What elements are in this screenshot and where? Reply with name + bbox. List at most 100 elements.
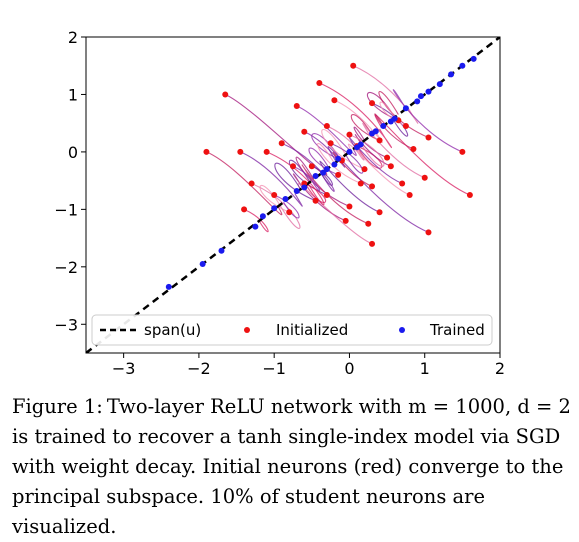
- initialized-point: [421, 174, 428, 181]
- trajectory-curve: [297, 183, 373, 245]
- trajectory-curve: [354, 134, 392, 167]
- trained-point: [346, 148, 353, 155]
- trajectory-curve: [266, 151, 325, 206]
- y-axis: −3 −2 −1 0 1 2: [54, 28, 86, 334]
- initialized-point: [316, 79, 323, 86]
- span-u-line: [86, 37, 500, 353]
- trajectory-curve: [243, 208, 269, 233]
- trajectory-curve: [292, 173, 346, 222]
- trajectory-curve: [317, 142, 361, 185]
- initialized-point: [350, 62, 357, 69]
- trajectory-curve: [281, 142, 335, 192]
- trajectory-curve: [347, 143, 410, 196]
- caption-text: Two-layer ReLU network with m = 1000, d …: [12, 395, 571, 538]
- trained-point: [448, 71, 455, 78]
- trained-point: [380, 123, 387, 130]
- x-tick-label: 2: [495, 359, 505, 378]
- initialized-point: [459, 148, 466, 155]
- initialized-point: [271, 192, 278, 198]
- initialized-point: [376, 209, 383, 216]
- trajectory-curve: [327, 146, 429, 233]
- initialized-point: [342, 217, 349, 224]
- legend-trained-swatch: [399, 327, 405, 333]
- trajectory-curve: [353, 65, 419, 124]
- initialized-point: [425, 229, 432, 236]
- y-tick-label: 2: [68, 28, 78, 47]
- legend: span(u) Initialized Trained: [91, 314, 493, 346]
- trajectory-curve: [374, 113, 414, 150]
- initialized-point: [346, 203, 353, 210]
- initialized-point: [323, 123, 330, 130]
- trained-point: [312, 173, 319, 180]
- trained-point: [165, 283, 172, 290]
- initialized-point: [369, 100, 376, 107]
- initialized-point: [290, 163, 296, 170]
- initialized-point: [278, 140, 285, 147]
- trained-point: [372, 128, 379, 135]
- trained-point: [335, 155, 342, 162]
- initialized-point: [331, 97, 338, 104]
- initialized-point: [323, 192, 330, 198]
- initialized-point: [335, 171, 342, 178]
- trajectory-curve: [319, 82, 393, 149]
- trained-point: [402, 105, 409, 112]
- trained-point: [320, 169, 327, 176]
- span-line-series: [86, 37, 500, 353]
- trajectory-curve: [371, 102, 409, 137]
- initialized-point: [369, 240, 376, 247]
- initialized-point: [406, 192, 413, 198]
- trained-point: [259, 213, 266, 220]
- trajectory-curve: [321, 129, 365, 170]
- initialized-point: [286, 209, 293, 216]
- y-tick-label: 0: [68, 143, 78, 162]
- caption-label: Figure 1:: [12, 395, 103, 418]
- trained-point: [199, 260, 206, 267]
- trajectory-curve: [378, 91, 429, 139]
- initialized-point: [425, 134, 432, 141]
- initialized-point: [301, 128, 308, 135]
- trajectory-curve: [374, 114, 471, 196]
- trajectory-curve: [295, 156, 350, 207]
- trajectory-curve: [326, 125, 365, 161]
- trajectory-curve: [296, 105, 357, 156]
- initialized-point: [369, 183, 376, 190]
- trained-point: [301, 184, 308, 191]
- y-tick-label: −2: [54, 258, 78, 277]
- initialized-point: [241, 206, 248, 213]
- initialized-point: [402, 123, 409, 130]
- initialized-point: [237, 148, 244, 155]
- initialized-point: [293, 102, 300, 109]
- trajectory-curve: [240, 151, 303, 207]
- legend-box: [91, 314, 493, 346]
- x-axis: −3 −2 −1 0 1 2: [112, 353, 505, 378]
- initialized-point: [376, 137, 383, 144]
- x-tick-label: 0: [344, 359, 354, 378]
- initialized-point: [399, 180, 406, 187]
- trained-point: [293, 187, 300, 194]
- initialized-point: [248, 180, 255, 187]
- initialized-point: [222, 91, 229, 98]
- initialized-point: [357, 180, 364, 187]
- chart: −3 −2 −1 0 1 2 −3 −2 −1 0 1 2 span(u) Initialized …: [54, 28, 505, 378]
- plot-frame: [85, 36, 501, 354]
- trained-point: [470, 55, 477, 62]
- trajectory-curve: [292, 165, 321, 192]
- trained-points-series: [165, 55, 477, 290]
- y-tick-label: 1: [68, 85, 78, 104]
- trained-point: [252, 223, 259, 230]
- initialized-point: [365, 220, 372, 227]
- trained-point: [425, 88, 432, 95]
- x-tick-label: −3: [112, 359, 136, 378]
- initialized-points-series: [203, 62, 473, 247]
- figure-caption: Figure 1: Two-layer ReLU network with m =…: [12, 392, 572, 542]
- trajectory-curve: [206, 151, 283, 216]
- trajectory-curve: [350, 114, 380, 141]
- y-tick-label: −3: [54, 315, 78, 334]
- trajectory-curve: [301, 164, 369, 225]
- y-tick-label: −1: [54, 200, 78, 219]
- initialized-point: [361, 166, 368, 173]
- trajectory-curve: [356, 145, 383, 169]
- initialized-point: [384, 154, 391, 161]
- legend-initialized-swatch: [244, 327, 250, 333]
- initialized-point: [312, 197, 319, 204]
